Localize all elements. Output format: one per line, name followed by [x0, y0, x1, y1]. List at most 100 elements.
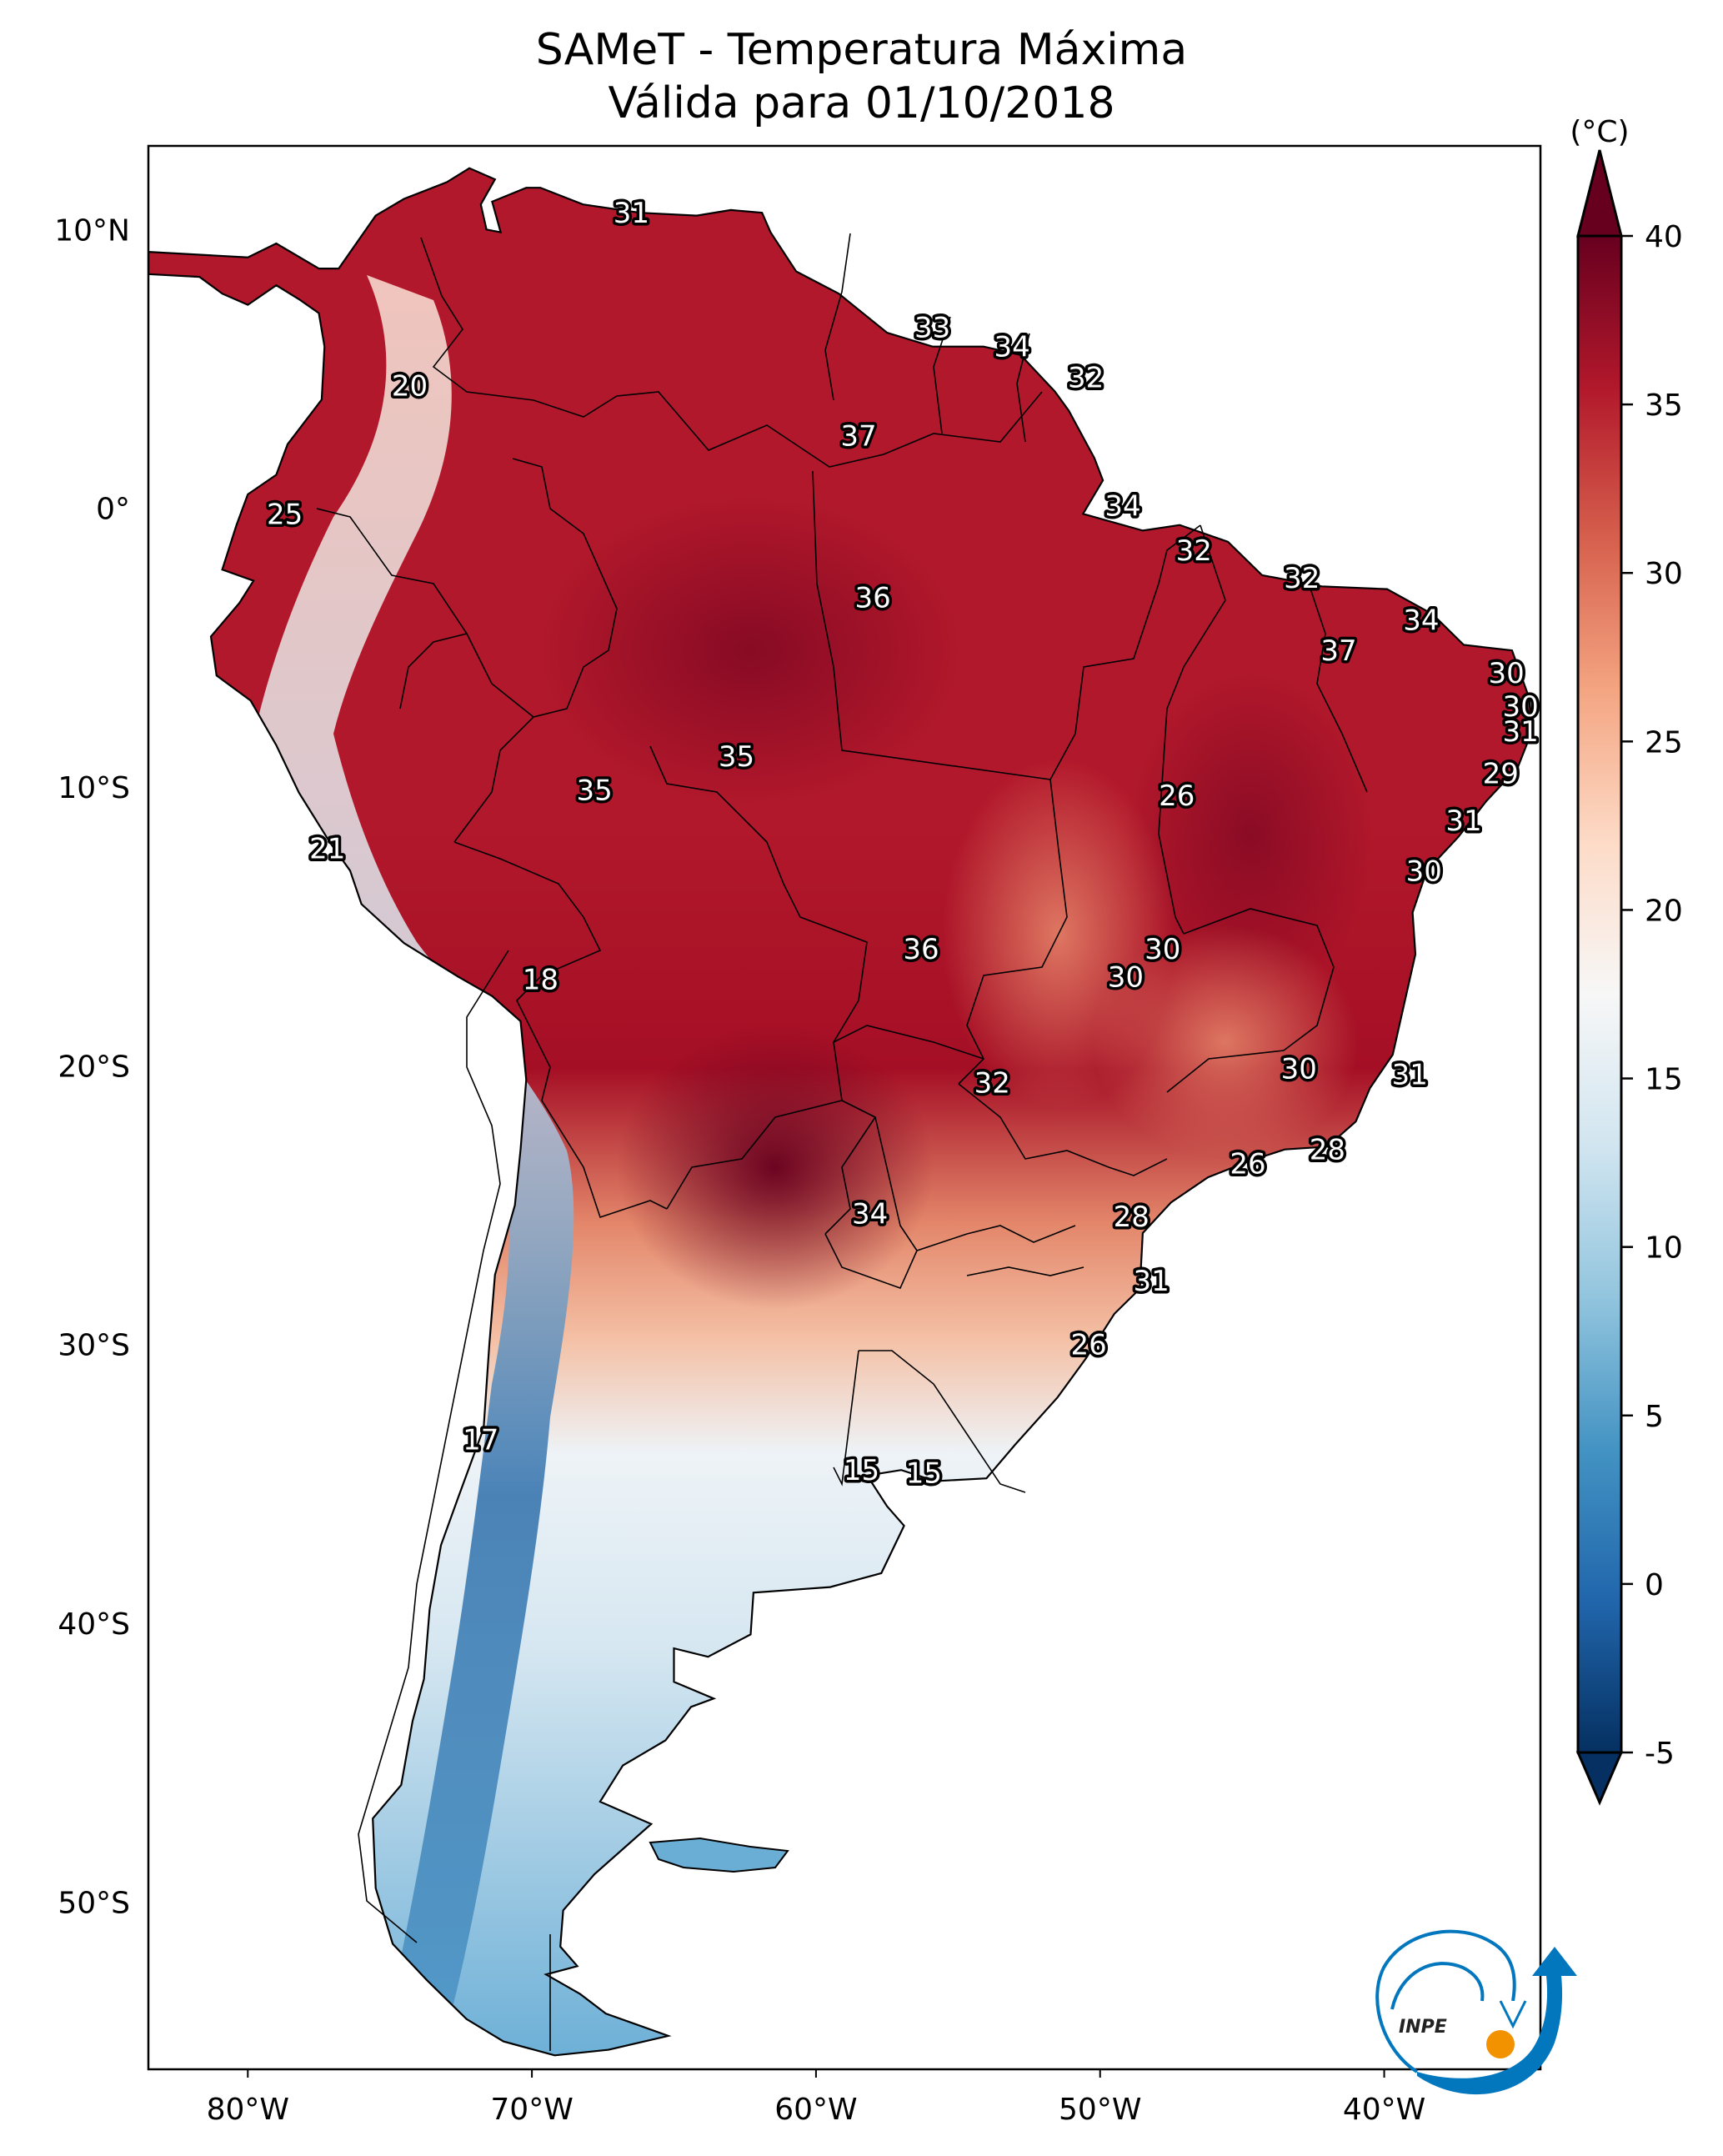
- temperature-label: 28: [1114, 1201, 1150, 1234]
- hot-core-chaco: [617, 1025, 934, 1309]
- country-borders: [316, 233, 1368, 2051]
- x-tick-label: 40°W: [1343, 2093, 1425, 2127]
- colorbar: (°C) -5 0 5 10 15 20 25 30 35 40: [1570, 115, 1683, 1806]
- inpe-logo: INPE: [1375, 1929, 1577, 2095]
- colorbar-tick-label: 30: [1645, 557, 1683, 591]
- x-tick-label: 70°W: [490, 2093, 573, 2127]
- temperature-label: 31: [1133, 1265, 1169, 1298]
- temperature-label: 29: [1483, 757, 1519, 790]
- logo-arrow-down-icon: [1499, 2000, 1527, 2029]
- border-argentina-uruguay: [859, 1350, 1026, 1493]
- colorbar-extend-min-arrow: [1575, 1751, 1624, 1806]
- logo-orbit-inner: [1390, 1962, 1485, 2010]
- border-brazil-state-pr: [966, 1225, 1076, 1243]
- temperature-label: 17: [463, 1423, 498, 1457]
- temperature-label: 30: [1406, 855, 1442, 888]
- temperature-label: 35: [576, 774, 612, 807]
- logo-arrow-up-icon: [1417, 1947, 1577, 2095]
- temperature-label: 32: [1284, 562, 1320, 595]
- temperature-label: 32: [1176, 534, 1212, 568]
- colorbar-tick-label: 20: [1645, 894, 1683, 928]
- border-suriname-guiana: [1016, 333, 1030, 443]
- y-tick-label: 40°S: [58, 1607, 130, 1642]
- y-tick-label: 0°: [96, 493, 130, 527]
- temperature-label: 30: [1108, 960, 1144, 994]
- temperature-label: 32: [974, 1066, 1010, 1100]
- temperature-label: 31: [614, 197, 649, 230]
- border-brazil-state-sc: [966, 1266, 1084, 1276]
- temperature-label: 34: [1403, 604, 1439, 637]
- y-tick-label: 10°S: [58, 771, 130, 805]
- temperature-label: 21: [309, 833, 345, 866]
- title-line-2: Válida para 01/10/2018: [608, 78, 1115, 128]
- temperature-label: 33: [914, 311, 950, 344]
- logo-text: INPE: [1399, 2017, 1447, 2038]
- y-tick-label: 10°N: [54, 213, 130, 248]
- border-ecuador-colombia: [399, 633, 468, 709]
- temperature-label: 34: [994, 331, 1029, 364]
- border-guyana-suriname: [933, 316, 951, 434]
- plot-frame: [147, 144, 1542, 2071]
- hot-core-amazon: [533, 492, 967, 809]
- temperature-label: 37: [1320, 634, 1356, 668]
- colorbar-extend-max-arrow: [1576, 149, 1623, 238]
- x-tick-label: 80°W: [207, 2093, 289, 2127]
- temperature-label: 31: [1445, 805, 1481, 838]
- colorbar-tick-label: 0: [1645, 1568, 1664, 1602]
- temperature-label: 26: [1070, 1329, 1106, 1362]
- border-brazil-state-minas: [1166, 908, 1335, 1093]
- temperature-label: 34: [852, 1198, 888, 1231]
- logo-orbit-outer: [1375, 1929, 1516, 2073]
- andes-cool-band: [258, 275, 574, 2018]
- border-colombia-peru: [453, 458, 618, 843]
- border-chile-argentina: [358, 950, 509, 1943]
- temperature-label: 28: [1310, 1134, 1345, 1167]
- border-peru-bolivia-chile: [453, 841, 668, 1219]
- colorbar-tick-label: -5: [1645, 1737, 1675, 1771]
- border-venezuela-guyana: [824, 233, 851, 401]
- temperature-label: 20: [392, 370, 428, 404]
- border-uruguay-west: [833, 1350, 859, 1487]
- x-tick-label: 50°W: [1059, 2093, 1141, 2127]
- colorbar-bar: [1576, 234, 1623, 1754]
- temperature-label: 30: [1144, 933, 1180, 966]
- temperature-label: 32: [1068, 362, 1104, 395]
- temperature-label: 25: [267, 498, 303, 531]
- y-tick-label: 50°S: [58, 1886, 130, 1920]
- temperature-label: 26: [1159, 780, 1195, 813]
- temperature-label: 30: [1488, 657, 1524, 690]
- colorbar-tick-label: 25: [1645, 725, 1683, 760]
- temperature-label: 30: [1281, 1053, 1317, 1086]
- border-brazil-state-bahia-west: [1158, 524, 1226, 935]
- colorbar-ticks: -5 0 5 10 15 20 25 30 35 40: [1621, 220, 1683, 1771]
- temperature-label: 15: [844, 1454, 879, 1487]
- colorbar-tick-label: 15: [1645, 1063, 1683, 1097]
- colorbar-tick-label: 35: [1645, 389, 1683, 423]
- falkland-islands: [649, 1837, 789, 1873]
- temperature-label: 34: [1104, 489, 1140, 523]
- colorbar-tick-label: 10: [1645, 1231, 1683, 1266]
- temperature-label: 37: [840, 420, 876, 454]
- temperature-label: 18: [523, 964, 558, 997]
- border-brazil-state-goias: [958, 779, 1068, 1085]
- x-axis-tick-labels: 80°W 70°W 60°W 50°W 40°W: [207, 2069, 1425, 2127]
- border-brazil-state-ms: [833, 1025, 984, 1060]
- colorbar-unit-label: (°C): [1570, 115, 1629, 149]
- temperature-label: 31: [1503, 715, 1539, 749]
- border-brazil-state-para-mt: [812, 470, 1051, 780]
- border-brazil-state-tocantins: [1049, 524, 1201, 780]
- temperature-label: 36: [903, 933, 939, 966]
- y-tick-label: 30°S: [58, 1329, 130, 1363]
- map-area: [148, 146, 1540, 2069]
- temperature-label: 36: [854, 582, 890, 615]
- y-tick-label: 20°S: [58, 1050, 130, 1084]
- border-brazil-state-sp: [958, 1083, 1168, 1176]
- temperature-label: 26: [1230, 1147, 1265, 1181]
- logo-sun-icon: [1486, 2030, 1515, 2058]
- temperature-label: 35: [719, 740, 754, 774]
- border-paraguay-argentina: [824, 1233, 918, 1290]
- chart-title: SAMeT - Temperatura Máxima Válida para 0…: [0, 23, 1723, 130]
- border-venezuela-colombia-brazil: [420, 237, 1043, 468]
- temperature-label: 31: [1392, 1058, 1428, 1091]
